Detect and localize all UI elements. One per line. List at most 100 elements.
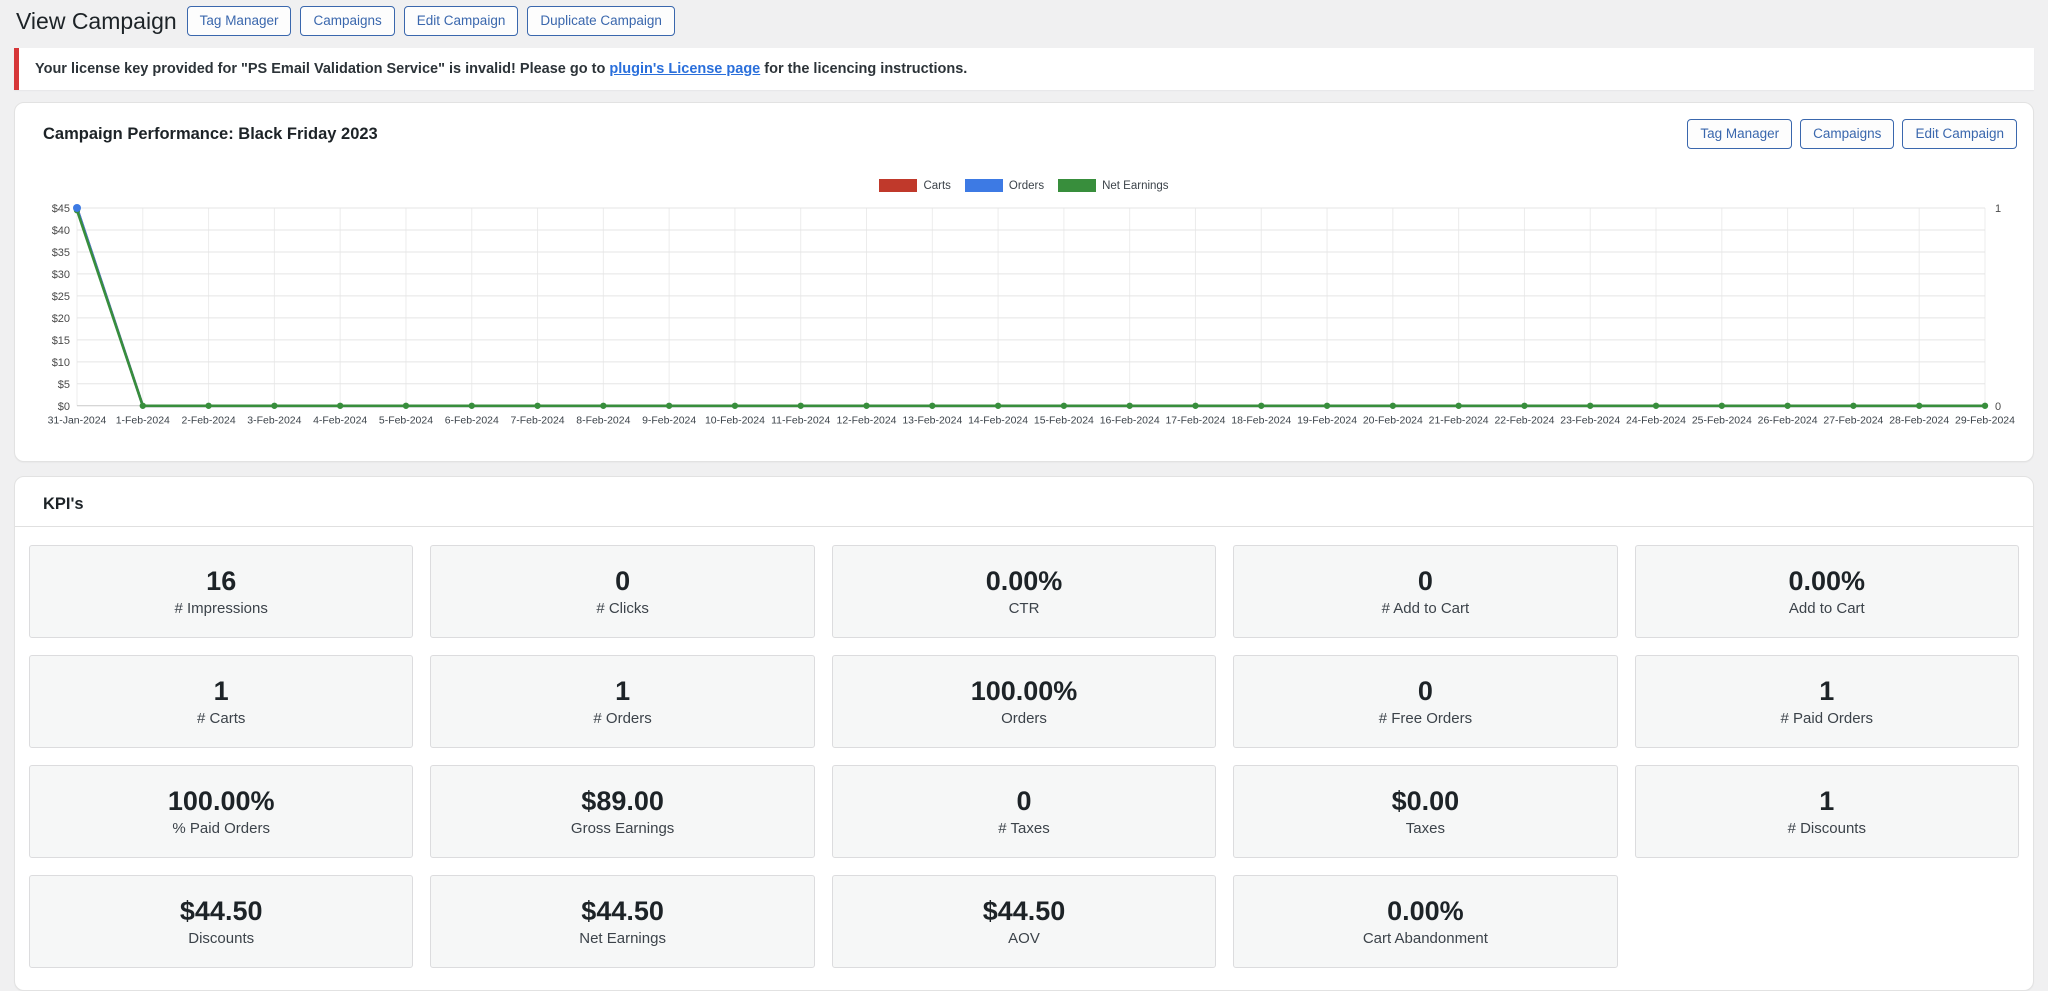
x-axis-tick-label: 17-Feb-2024: [1165, 416, 1225, 427]
kpi-value: $44.50: [581, 896, 664, 927]
header-tag-manager-button[interactable]: Tag Manager: [187, 6, 292, 36]
x-axis-tick-label: 7-Feb-2024: [510, 416, 564, 427]
kpi-label: # Carts: [197, 710, 245, 727]
kpi-card--impressions: 16# Impressions: [29, 545, 413, 638]
kpi-value: $0.00: [1392, 786, 1460, 817]
x-axis-tick-label: 23-Feb-2024: [1560, 416, 1620, 427]
x-axis-tick-label: 27-Feb-2024: [1823, 416, 1883, 427]
data-point-net-earnings: [1653, 403, 1659, 409]
data-point-net-earnings: [732, 403, 738, 409]
kpi-value: 0.00%: [1387, 896, 1464, 927]
campaign-performance-panel: Campaign Performance: Black Friday 2023 …: [14, 102, 2034, 462]
y-axis-tick-label: $40: [52, 225, 70, 237]
kpi-value: 0: [1418, 566, 1433, 597]
x-axis-tick-label: 28-Feb-2024: [1889, 416, 1949, 427]
x-axis-tick-label: 14-Feb-2024: [968, 416, 1028, 427]
data-point-net-earnings: [1719, 403, 1725, 409]
kpi-card-gross-earnings: $89.00Gross Earnings: [430, 765, 814, 858]
kpi-card--paid-orders: 1# Paid Orders: [1635, 655, 2019, 748]
kpi-label: Discounts: [188, 930, 254, 947]
panel-tag-manager-button[interactable]: Tag Manager: [1687, 119, 1792, 149]
y-axis-tick-label: $30: [52, 269, 70, 281]
kpi-label: Gross Earnings: [571, 820, 674, 837]
x-axis-tick-label: 1-Feb-2024: [116, 416, 170, 427]
kpi-label: # Discounts: [1788, 820, 1866, 837]
kpi-value: 1: [1819, 786, 1834, 817]
kpi-card--clicks: 0# Clicks: [430, 545, 814, 638]
data-point-net-earnings: [1916, 403, 1922, 409]
x-axis-tick-label: 13-Feb-2024: [902, 416, 962, 427]
x-axis-tick-label: 9-Feb-2024: [642, 416, 696, 427]
chart-legend: CartsOrdersNet Earnings: [29, 179, 2019, 192]
kpi-card--free-orders: 0# Free Orders: [1233, 655, 1617, 748]
data-point-net-earnings: [403, 403, 409, 409]
data-point-net-earnings: [205, 403, 211, 409]
kpi-value: 0: [1016, 786, 1031, 817]
data-point-net-earnings: [1850, 403, 1856, 409]
license-error-notice: Your license key provided for "PS Email …: [14, 48, 2034, 90]
y-axis-tick-label: $20: [52, 313, 70, 325]
kpi-label: # Paid Orders: [1781, 710, 1874, 727]
header-button-group: Tag Manager Campaigns Edit Campaign Duplica…: [187, 6, 675, 36]
kpi-grid: 16# Impressions0# Clicks0.00%CTR 0 # Add t…: [15, 527, 2033, 990]
header-edit-campaign-button[interactable]: Edit Campaign: [404, 6, 519, 36]
kpi-header: KPI's: [15, 477, 2033, 527]
chart-area: CartsOrdersNet Earnings $0$5$10$15$20$25…: [15, 157, 2033, 461]
kpi-card-cart-abandonment: 0.00%Cart Abandonment: [1233, 875, 1617, 968]
kpi-card-net-earnings: $44.50 Net Earnings: [430, 875, 814, 968]
kpi-card--discounts: 1 # Discounts: [1635, 765, 2019, 858]
x-axis-tick-label: 10-Feb-2024: [705, 416, 765, 427]
header-duplicate-campaign-button[interactable]: Duplicate Campaign: [527, 6, 675, 36]
kpi-card-ctr: 0.00%CTR: [832, 545, 1216, 638]
x-axis-tick-label: 22-Feb-2024: [1494, 416, 1554, 427]
license-page-link[interactable]: plugin's License page: [609, 61, 760, 77]
kpi-card--orders: 1# Orders: [430, 655, 814, 748]
x-axis-tick-label: 19-Feb-2024: [1297, 416, 1357, 427]
x-axis-tick-label: 8-Feb-2024: [576, 416, 630, 427]
legend-label: Orders: [1009, 180, 1044, 192]
kpi-card-orders: 100.00%Orders: [832, 655, 1216, 748]
panel-campaigns-button[interactable]: Campaigns: [1800, 119, 1894, 149]
header-campaigns-button[interactable]: Campaigns: [300, 6, 394, 36]
kpi-label: Net Earnings: [579, 930, 666, 947]
y-axis-tick-label: $10: [52, 357, 70, 369]
x-axis-tick-label: 29-Feb-2024: [1955, 416, 2015, 427]
series-line-net-earnings: [77, 210, 1985, 406]
notice-text-after: for the licencing instructions.: [760, 61, 967, 77]
data-point-net-earnings: [929, 403, 935, 409]
data-point-net-earnings: [1192, 403, 1198, 409]
data-point-net-earnings: [1521, 403, 1527, 409]
x-axis-tick-label: 18-Feb-2024: [1231, 416, 1291, 427]
performance-line-chart[interactable]: $0$5$10$15$20$25$30$35$40$451031-Jan-202…: [29, 194, 2019, 451]
kpi-value: 0.00%: [986, 566, 1063, 597]
x-axis-tick-label: 25-Feb-2024: [1692, 416, 1752, 427]
y-axis-tick-label: $25: [52, 291, 70, 303]
series-line-carts: [77, 208, 1985, 406]
series-line-orders: [77, 208, 1985, 406]
data-point-net-earnings: [1455, 403, 1461, 409]
kpi-card-add-to-cart: 0.00%Add to Cart: [1635, 545, 2019, 638]
data-point-net-earnings: [534, 403, 540, 409]
panel-edit-campaign-button[interactable]: Edit Campaign: [1902, 119, 2017, 149]
data-point-net-earnings: [600, 403, 606, 409]
data-point-net-earnings: [469, 403, 475, 409]
kpi-card--paid-orders: 100.00%% Paid Orders: [29, 765, 413, 858]
legend-item-carts: Carts: [879, 179, 950, 192]
kpi-value: 1: [214, 676, 229, 707]
legend-item-orders: Orders: [965, 179, 1044, 192]
campaign-performance-title: Campaign Performance: Black Friday 2023: [43, 125, 378, 144]
kpi-label: # Add to Cart: [1382, 600, 1470, 617]
x-axis-tick-label: 4-Feb-2024: [313, 416, 367, 427]
panel-button-group: Tag Manager Campaigns Edit Campaign: [1687, 119, 2017, 149]
y-axis-tick-label: $0: [58, 401, 70, 413]
data-point-net-earnings: [1587, 403, 1593, 409]
chart-svg: $0$5$10$15$20$25$30$35$40$451031-Jan-202…: [29, 194, 2019, 446]
data-point-net-earnings: [1324, 403, 1330, 409]
y-axis-tick-label: $5: [58, 379, 70, 391]
data-point-net-earnings: [1126, 403, 1132, 409]
legend-label: Carts: [923, 180, 950, 192]
legend-swatch: [965, 179, 1003, 192]
kpi-panel: KPI's 16# Impressions0# Clicks0.00%CTR0#…: [14, 476, 2034, 991]
kpi-label: Add to Cart: [1789, 600, 1865, 617]
x-axis-tick-label: 26-Feb-2024: [1758, 416, 1818, 427]
